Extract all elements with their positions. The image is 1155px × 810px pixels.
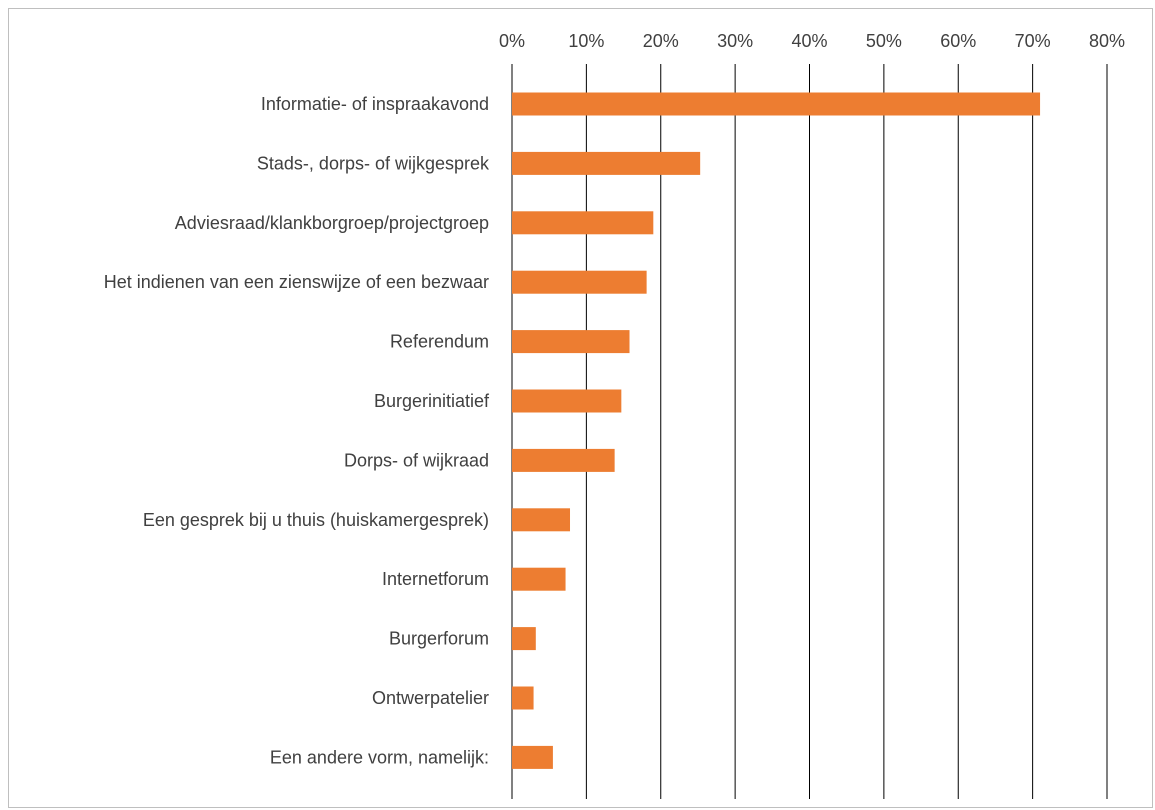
x-tick-label-40: 40% (791, 31, 827, 51)
x-tick-label-20: 20% (643, 31, 679, 51)
bars (512, 93, 1040, 769)
x-tick-label-60: 60% (940, 31, 976, 51)
bar-2 (512, 211, 653, 234)
bar-0 (512, 93, 1040, 116)
bar-10 (512, 687, 534, 710)
x-tick-label-80: 80% (1089, 31, 1125, 51)
bar-9 (512, 627, 536, 650)
category-label-2: Adviesraad/klankborgroep/projectgroep (175, 213, 489, 233)
category-label-4: Referendum (390, 332, 489, 352)
bar-11 (512, 746, 553, 769)
bar-6 (512, 449, 615, 472)
category-label-11: Een andere vorm, namelijk: (270, 747, 489, 767)
category-label-8: Internetforum (382, 569, 489, 589)
category-label-5: Burgerinitiatief (374, 391, 490, 411)
x-tick-label-70: 70% (1015, 31, 1051, 51)
chart-frame: 0% 10% 20% 30% 40% 50% 60% 70% 80% Informatie- o… (8, 8, 1153, 808)
category-label-10: Ontwerpatelier (372, 688, 489, 708)
x-axis-tick-labels: 0% 10% 20% 30% 40% 50% 60% 70% 80% (499, 31, 1125, 51)
bar-1 (512, 152, 700, 175)
category-label-6: Dorps- of wijkraad (344, 450, 489, 470)
category-labels: Informatie- of inspraakavond Stads-, dorp… (104, 94, 490, 767)
x-tick-label-10: 10% (568, 31, 604, 51)
bar-chart: 0% 10% 20% 30% 40% 50% 60% 70% 80% Informatie- o… (9, 9, 1154, 809)
bar-7 (512, 508, 570, 531)
category-label-3: Het indienen van een zienswijze of een b… (104, 272, 489, 292)
category-label-1: Stads-, dorps- of wijkgesprek (257, 153, 490, 173)
category-label-7: Een gesprek bij u thuis (huiskamergespre… (143, 510, 489, 530)
category-label-9: Burgerforum (389, 629, 489, 649)
bar-5 (512, 390, 621, 413)
x-tick-label-50: 50% (866, 31, 902, 51)
category-label-0: Informatie- of inspraakavond (261, 94, 489, 114)
bar-8 (512, 568, 566, 591)
bar-4 (512, 330, 630, 353)
bar-3 (512, 271, 647, 294)
x-tick-label-30: 30% (717, 31, 753, 51)
x-tick-label-0: 0% (499, 31, 525, 51)
